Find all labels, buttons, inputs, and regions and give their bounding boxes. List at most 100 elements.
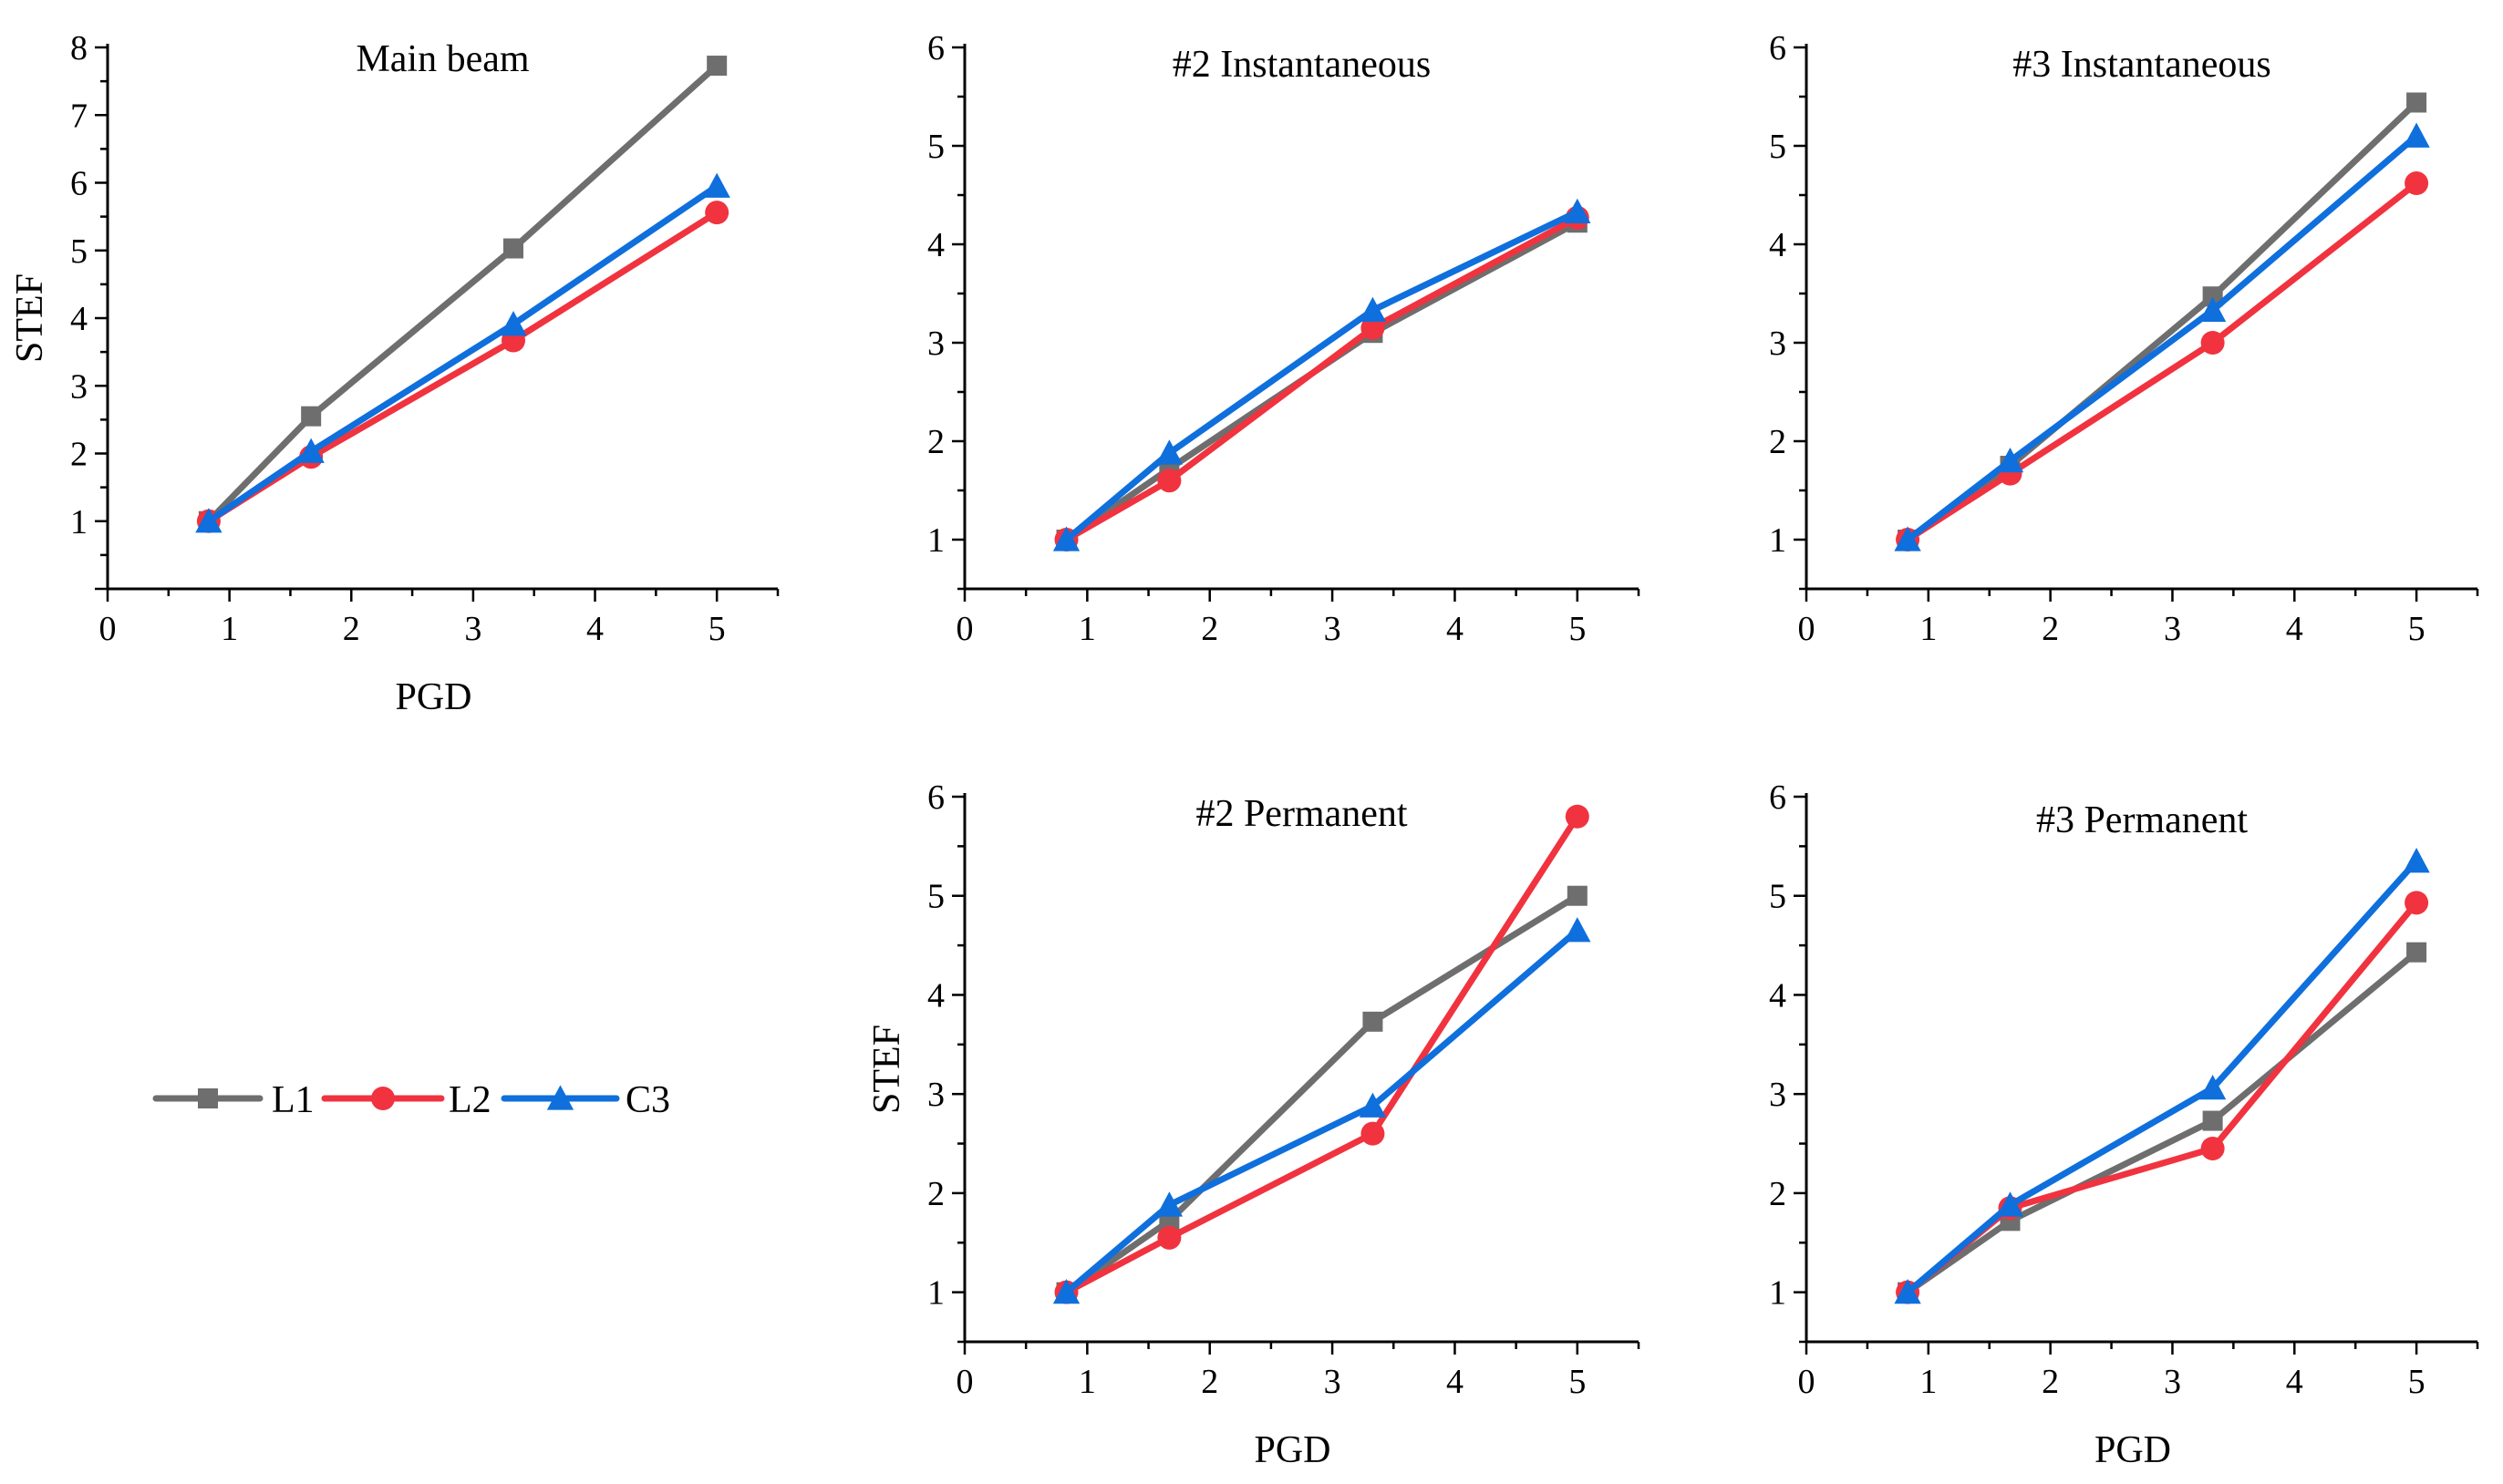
- chart-panel-4: 0 1 2 3 4 5 1 2 3 4 5 6 #2 Permanent PGD STEF: [866, 778, 1640, 1471]
- x-tick-label: 3: [2164, 610, 2181, 648]
- x-tick-label: 5: [1568, 1363, 1586, 1401]
- legend: L1 L2 C3: [152, 1079, 670, 1121]
- legend-marker: [546, 1085, 574, 1110]
- data-point-C3: [1996, 447, 2024, 473]
- data-point-C3: [1996, 1191, 2024, 1217]
- y-tick-label: 6: [927, 778, 945, 817]
- x-tick-label: 2: [1201, 1363, 1218, 1401]
- y-tick-label: 3: [1769, 325, 1786, 363]
- x-tick-label: 5: [2408, 610, 2425, 648]
- data-point-C3: [2403, 848, 2430, 873]
- panel-title: #2 Permanent: [1195, 793, 1407, 835]
- data-point-L1: [301, 406, 322, 427]
- data-point-C3: [1359, 296, 1387, 323]
- data-point-L1: [2202, 286, 2223, 307]
- x-tick-label: 5: [1568, 610, 1586, 648]
- y-tick-label: 5: [1769, 128, 1786, 166]
- series-line-L2: [205, 209, 720, 525]
- y-tick-label: 1: [1769, 1274, 1786, 1313]
- panel-title: #3 Permanent: [2036, 799, 2248, 841]
- y-axis-title: STEF: [866, 1025, 908, 1114]
- y-tick-label: 7: [70, 97, 88, 135]
- data-point-L1: [2406, 92, 2427, 113]
- x-tick-label: 4: [1446, 1363, 1464, 1401]
- data-point-C3: [1155, 439, 1184, 465]
- y-tick-label: 6: [1769, 29, 1786, 67]
- y-tick-label: 3: [927, 1076, 945, 1114]
- data-point-C3: [1359, 1092, 1387, 1118]
- y-axis-title: STEF: [9, 273, 51, 363]
- legend-label: L2: [449, 1079, 491, 1121]
- data-point-L1: [707, 56, 728, 77]
- x-axis-title: PGD: [395, 676, 471, 718]
- series-line-C3: [1063, 208, 1581, 543]
- x-tick-label: 5: [708, 610, 726, 648]
- x-tick-label: 2: [2042, 1363, 2059, 1401]
- x-tick-label: 4: [586, 610, 604, 648]
- y-tick-label: 5: [927, 878, 945, 916]
- y-tick-label: 5: [1769, 878, 1786, 916]
- x-tick-label: 3: [1324, 610, 1341, 648]
- panel-title: #3 Instantaneous: [2012, 44, 2270, 86]
- data-point-L2: [1157, 469, 1182, 493]
- data-point-C3: [1564, 198, 1591, 224]
- y-tick-label: 5: [927, 128, 945, 166]
- data-point-C3: [2198, 296, 2227, 323]
- data-point-C3: [2198, 1075, 2227, 1100]
- y-tick-label: 1: [1769, 521, 1786, 560]
- x-tick-label: 5: [2408, 1363, 2425, 1401]
- legend-marker: [198, 1088, 218, 1108]
- y-tick-label: 2: [1769, 1175, 1786, 1213]
- y-tick-label: 2: [927, 423, 945, 461]
- series-line-L2: [1904, 899, 2420, 1296]
- chart-panel-3: 0 1 2 3 4 5 1 2 3 4 5 6 #3 Instantaneous: [1769, 29, 2479, 648]
- x-tick-label: 4: [2286, 610, 2303, 648]
- x-tick-label: 1: [1919, 610, 1937, 648]
- data-point-C3: [703, 172, 730, 198]
- data-point-C3: [1155, 1191, 1184, 1217]
- y-tick-label: 1: [70, 503, 88, 541]
- legend-item-L2: L2: [321, 1079, 491, 1121]
- series-line-L1: [1904, 949, 2420, 1296]
- data-point-C3: [1052, 1278, 1081, 1304]
- x-tick-label: 0: [1798, 610, 1815, 648]
- panel-title: Main beam: [356, 38, 529, 80]
- x-tick-label: 4: [1446, 610, 1464, 648]
- data-point-L1: [503, 238, 524, 259]
- data-point-L2: [2200, 331, 2225, 355]
- y-tick-label: 4: [927, 976, 945, 1015]
- x-tick-label: 0: [99, 610, 117, 648]
- y-tick-label: 2: [927, 1175, 945, 1213]
- data-point-C3: [1894, 1278, 1921, 1304]
- y-tick-label: 6: [927, 29, 945, 67]
- legend-label: C3: [626, 1079, 670, 1121]
- x-tick-label: 1: [1079, 1363, 1096, 1401]
- y-tick-label: 3: [1769, 1076, 1786, 1114]
- x-tick-label: 3: [1324, 1363, 1341, 1401]
- x-tick-label: 1: [1079, 610, 1096, 648]
- data-point-L1: [2202, 1110, 2223, 1131]
- x-tick-label: 2: [343, 610, 360, 648]
- y-tick-label: 4: [70, 300, 88, 338]
- x-tick-label: 4: [2286, 1363, 2303, 1401]
- series-line-L2: [1904, 180, 2420, 543]
- panel-title: #2 Instantaneous: [1173, 44, 1431, 86]
- data-point-L2: [1360, 315, 1385, 340]
- data-point-L1: [1362, 1011, 1383, 1032]
- data-point-C3: [1894, 526, 1921, 551]
- data-point-C3: [1052, 526, 1081, 551]
- x-axis-title: PGD: [2094, 1429, 2171, 1471]
- y-tick-label: 3: [70, 367, 88, 406]
- series-line-L1: [1063, 892, 1581, 1296]
- x-tick-label: 0: [957, 1363, 974, 1401]
- data-point-L2: [1565, 804, 1589, 829]
- data-point-L2: [1360, 1121, 1385, 1146]
- legend-marker: [371, 1087, 395, 1110]
- data-point-C3: [500, 311, 527, 336]
- y-tick-label: 4: [927, 226, 945, 264]
- x-tick-label: 3: [464, 610, 481, 648]
- series-line-C3: [205, 182, 720, 525]
- data-point-C3: [1564, 917, 1591, 943]
- x-tick-label: 0: [1798, 1363, 1815, 1401]
